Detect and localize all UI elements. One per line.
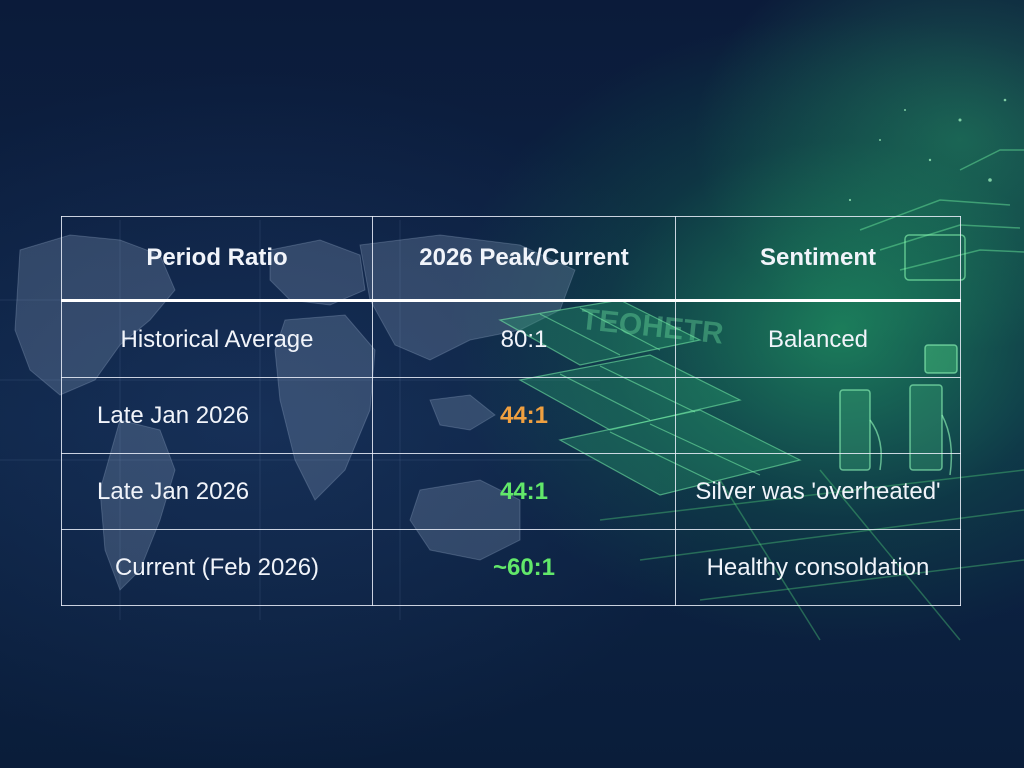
cell-ratio: 44:1 bbox=[372, 377, 676, 454]
particle-dots bbox=[848, 98, 1007, 202]
cell-period: Historical Average bbox=[61, 300, 373, 378]
cell-period: Current (Feb 2026) bbox=[61, 529, 373, 606]
table-row: Late Jan 2026 44:1 bbox=[61, 377, 961, 454]
table-row: Current (Feb 2026) ~60:1 Healthy consold… bbox=[61, 529, 961, 606]
header-peak-current: 2026 Peak/Current bbox=[372, 216, 676, 302]
cell-sentiment: Balanced bbox=[675, 300, 961, 378]
gold-silver-ratio-table: Period Ratio 2026 Peak/Current Sentiment… bbox=[61, 216, 961, 606]
header-sentiment: Sentiment bbox=[675, 216, 961, 302]
table-row: Late Jan 2026 44:1 Silver was 'overheate… bbox=[61, 453, 961, 530]
cell-sentiment: Silver was 'overheated' bbox=[675, 453, 961, 530]
cell-ratio: 80:1 bbox=[372, 300, 676, 378]
cell-period: Late Jan 2026 bbox=[61, 377, 373, 454]
cell-period: Late Jan 2026 bbox=[61, 453, 373, 530]
cell-ratio: ~60:1 bbox=[372, 529, 676, 606]
header-period-ratio: Period Ratio bbox=[61, 216, 373, 302]
cell-sentiment: Healthy consoldation bbox=[675, 529, 961, 606]
cell-sentiment bbox=[675, 377, 961, 454]
table-header-row: Period Ratio 2026 Peak/Current Sentiment bbox=[61, 216, 961, 302]
table-row: Historical Average 80:1 Balanced bbox=[61, 300, 961, 378]
cell-ratio: 44:1 bbox=[372, 453, 676, 530]
